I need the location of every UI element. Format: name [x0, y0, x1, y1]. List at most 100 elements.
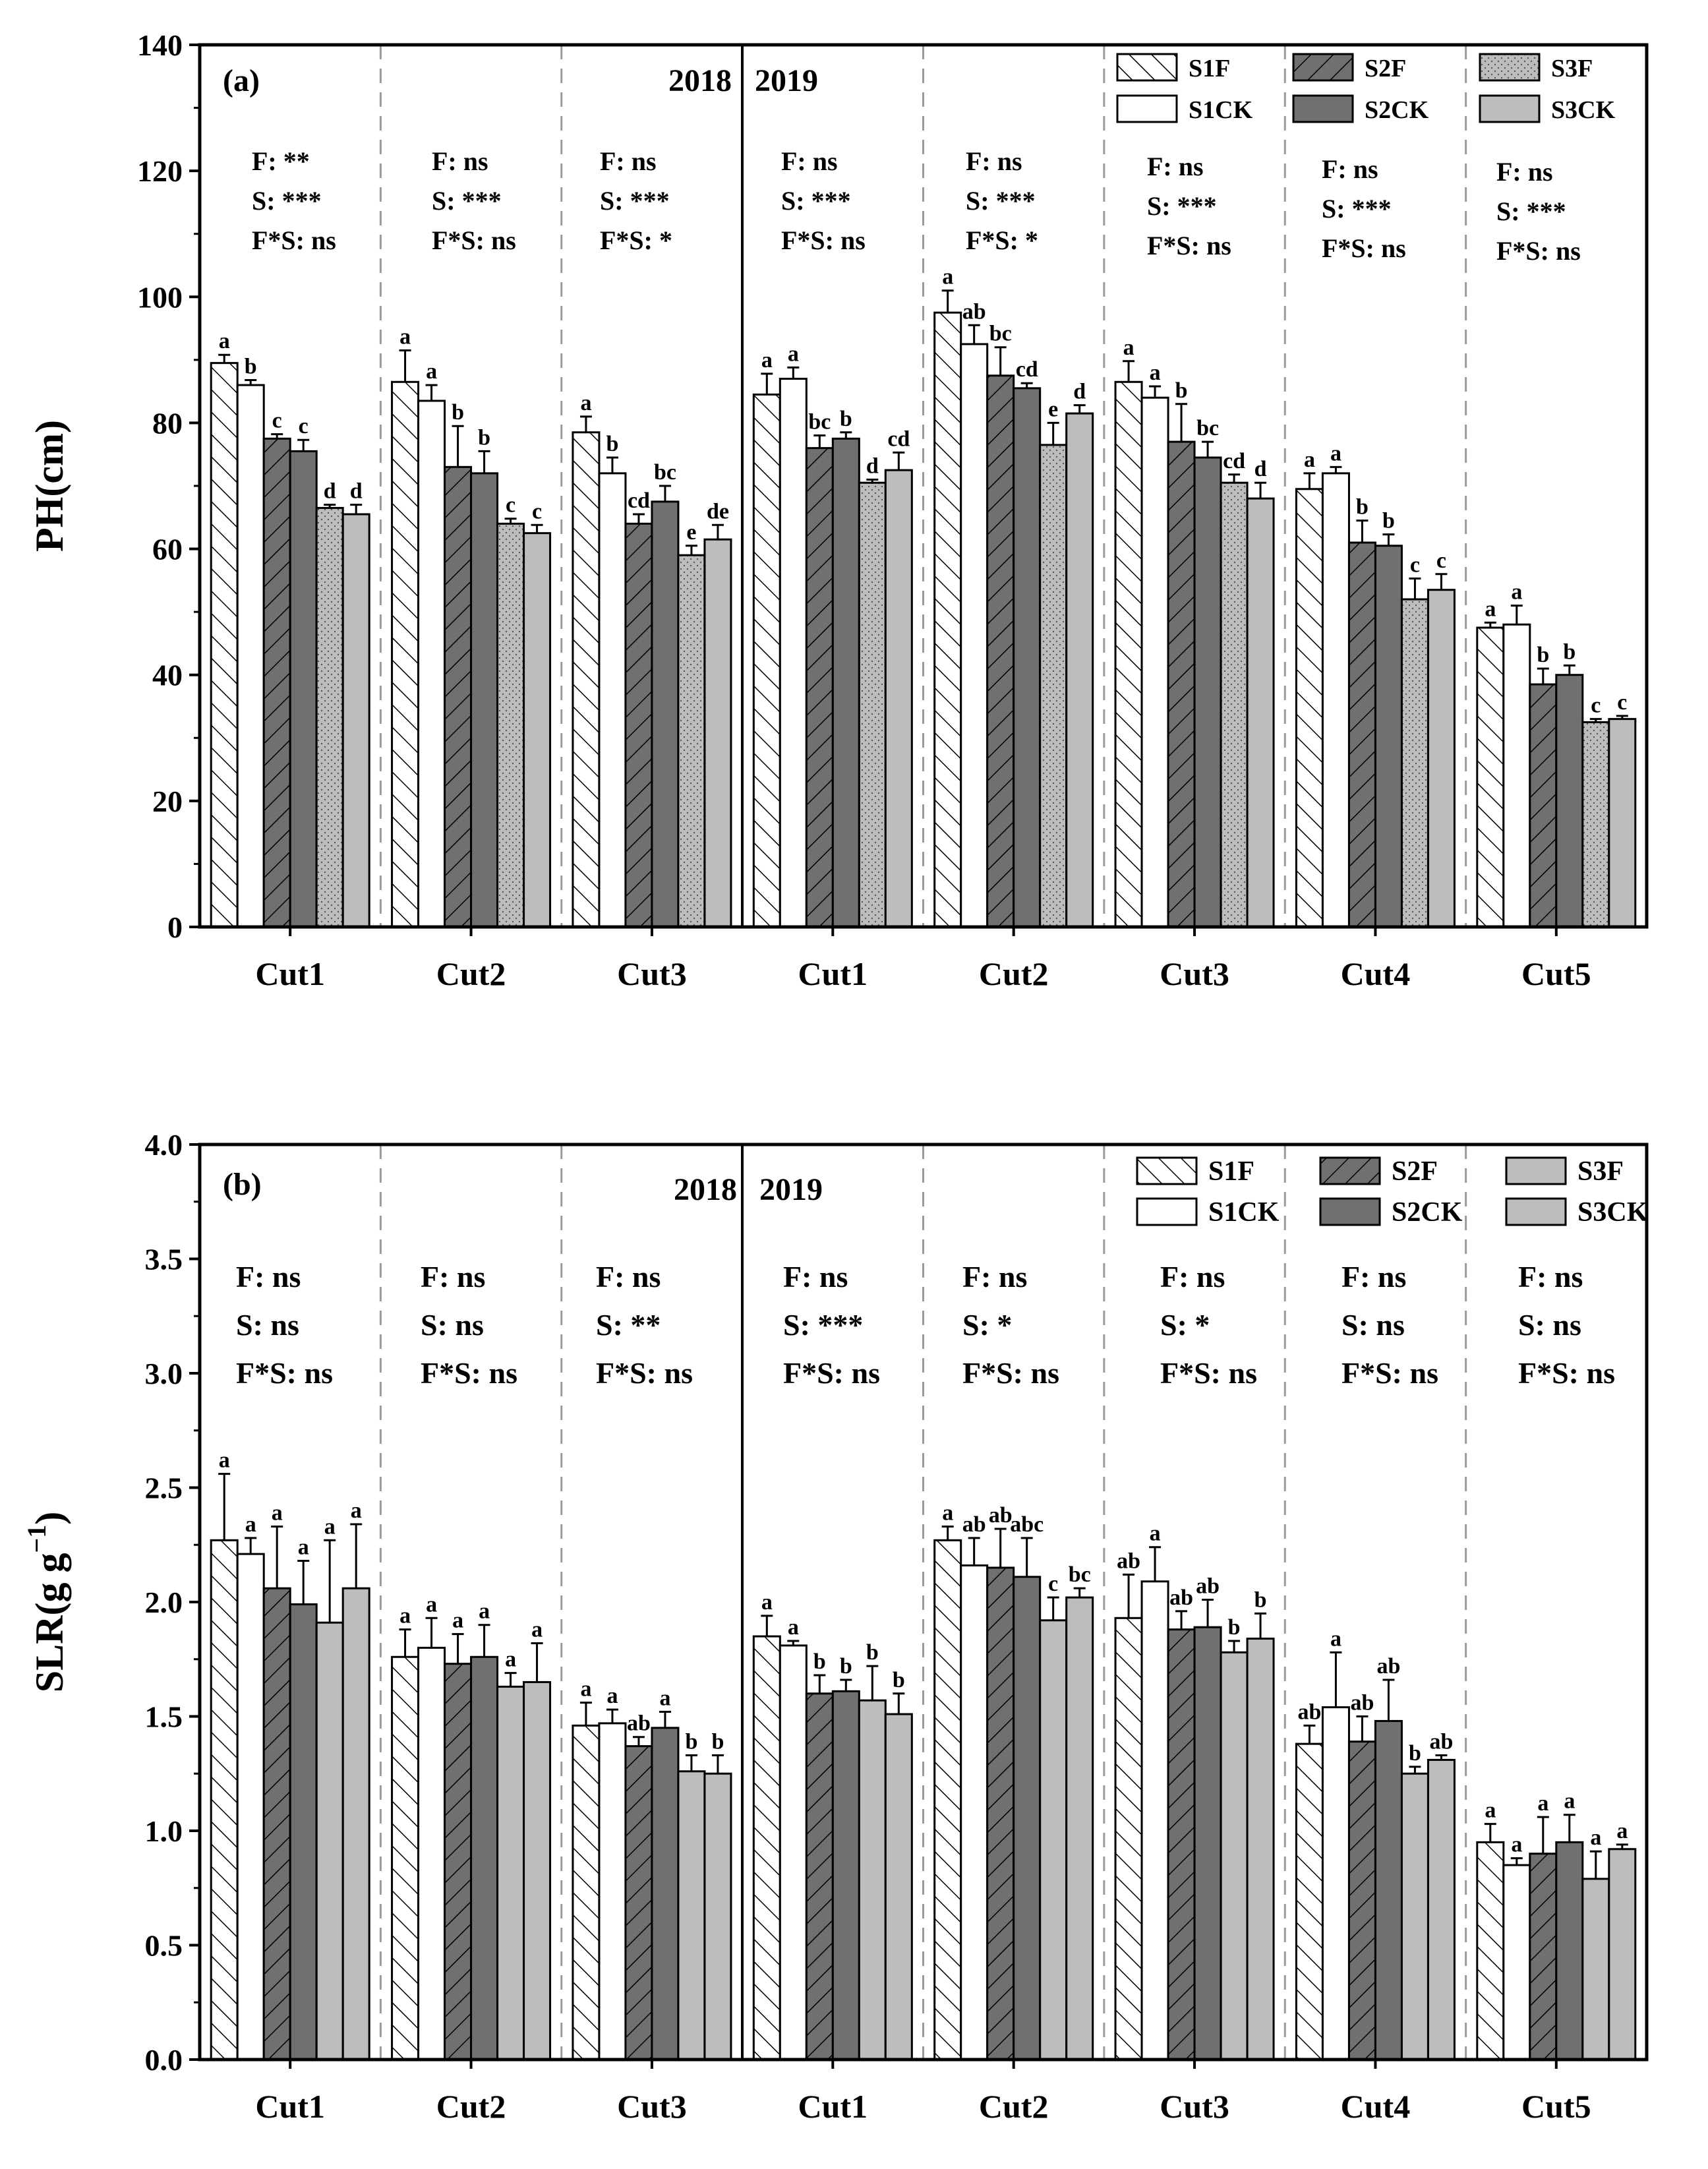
- significance-letter: ab: [1297, 1700, 1321, 1724]
- significance-letter: c: [272, 409, 282, 433]
- y-tick-label: 3.0: [145, 1357, 183, 1390]
- bar-s1f: [752, 1635, 781, 2061]
- significance-letter: c: [532, 499, 542, 523]
- significance-letter: cd: [1223, 449, 1245, 473]
- significance-letter: d: [324, 479, 336, 504]
- legend-swatch-s3f: [1479, 53, 1541, 82]
- bar-s1ck: [417, 400, 446, 928]
- bar-s2f: [1529, 683, 1558, 928]
- bar-s2ck: [1013, 1576, 1042, 2061]
- panel-b-label: (b): [223, 1167, 262, 1202]
- bar-s1f: [391, 380, 420, 928]
- bar-s3ck: [703, 538, 732, 928]
- significance-letter: b: [1563, 639, 1575, 664]
- significance-letter: a: [1485, 597, 1496, 621]
- x-tick-label: Cut1: [798, 2088, 868, 2125]
- anova-stat: F*S: ns: [421, 1356, 517, 1390]
- x-tick-label: Cut4: [1341, 2088, 1411, 2125]
- anova-stat: S: ***: [1147, 191, 1217, 221]
- significance-letter: ab: [1376, 1654, 1400, 1679]
- bar-s3f: [1220, 1651, 1249, 2061]
- significance-letter: cd: [1016, 357, 1038, 382]
- bar-s3f: [1039, 1619, 1068, 2061]
- significance-letter: ab: [1169, 1586, 1193, 1610]
- legend-swatch-s3f: [1505, 1156, 1567, 1185]
- panel-b-anova-stats: F: ns S: ns F*S: ns F: ns S: ns F*S: ns F: ns S…: [236, 1260, 1615, 1390]
- legend-label-s3f: S3F: [1577, 1156, 1624, 1187]
- bar-s1ck: [1140, 1580, 1169, 2061]
- significance-letter: ab: [962, 1512, 986, 1537]
- significance-letter: a: [788, 342, 799, 366]
- anova-stat: S: ***: [600, 186, 670, 216]
- bar-s2ck: [1374, 1719, 1403, 2061]
- significance-letter: a: [505, 1648, 516, 1672]
- significance-letter: a: [399, 1604, 411, 1628]
- anova-stat: F*S: ns: [1518, 1356, 1615, 1390]
- anova-stat: F: ns: [1341, 1260, 1406, 1293]
- bar-s1f: [572, 431, 601, 928]
- anova-stat: F: ns: [1518, 1260, 1583, 1293]
- bar-s1ck: [236, 1553, 265, 2061]
- panel-a-y-label: PH(cm): [28, 420, 71, 552]
- anova-stat: F: ns: [1160, 1260, 1225, 1293]
- anova-stat: F: ns: [1496, 157, 1553, 187]
- legend-swatch-s1ck: [1116, 94, 1178, 123]
- bar-s1ck: [1502, 1864, 1531, 2061]
- bar-s3ck: [1608, 1848, 1637, 2061]
- anova-stat: S: ***: [781, 186, 851, 216]
- bar-s3ck: [523, 1680, 552, 2061]
- anova-stat: F: ns: [432, 146, 488, 176]
- bar-s1ck: [779, 1644, 808, 2061]
- significance-letter: a: [761, 348, 773, 372]
- bar-s1ck: [1502, 623, 1531, 928]
- y-tick-label: 100: [137, 280, 183, 314]
- anova-stat: F*S: ns: [1147, 231, 1231, 260]
- significance-letter: a: [1616, 1819, 1628, 1843]
- x-tick-label: Cut4: [1341, 955, 1411, 992]
- bar-s3f: [496, 522, 525, 928]
- legend-swatch-s2f: [1292, 53, 1354, 82]
- panel-a-label: (a): [223, 63, 260, 98]
- significance-letter: ab: [1196, 1574, 1220, 1599]
- bar-s2ck: [831, 1690, 860, 2061]
- panel-b-legend: S1F S1CK S2F S2CK S3F S3CK: [1136, 1156, 1649, 1228]
- bar-s2f: [1529, 1853, 1558, 2061]
- bar-s3ck: [884, 1713, 913, 2061]
- bar-s2f: [805, 1692, 834, 2061]
- panel-b-y-label: SLR(g g−1): [22, 1512, 71, 1692]
- significance-letter: b: [606, 432, 618, 456]
- significance-letter: a: [1511, 1833, 1522, 1857]
- legend-label-s2ck: S2CK: [1392, 1197, 1463, 1228]
- significance-letter: c: [1436, 549, 1446, 573]
- legend-swatch-s3ck: [1505, 1197, 1567, 1226]
- panel-a-gridlines: [379, 45, 1467, 927]
- legend-label-s3ck: S3CK: [1577, 1197, 1649, 1228]
- y-tick-label: 140: [137, 28, 183, 62]
- bar-s1ck: [236, 384, 265, 928]
- panel-a-anova-stats: F: ** S: *** F*S: ns F: ns S: *** F*S: ns F: n…: [252, 146, 1581, 266]
- panel-b-bars: [210, 1539, 1637, 2061]
- bar-s2f: [805, 447, 834, 928]
- panel-b-y-label-close: ): [28, 1512, 71, 1525]
- significance-letter: ab: [1117, 1549, 1140, 1573]
- x-tick-label: Cut3: [1160, 2088, 1229, 2125]
- bar-s1f: [1476, 626, 1505, 928]
- x-tick-label: Cut1: [798, 955, 868, 992]
- significance-letter: c: [1617, 690, 1627, 715]
- bar-s2ck: [1374, 545, 1403, 928]
- panel-a-legend: S1F S1CK S2F S2CK S3F S3CK: [1116, 53, 1616, 124]
- bar-s3ck: [1246, 1638, 1275, 2061]
- significance-letter: b: [452, 400, 464, 425]
- significance-letter: ab: [989, 1503, 1013, 1528]
- y-tick-label: 60: [152, 533, 183, 566]
- y-tick-label: 120: [137, 154, 183, 188]
- anova-stat: S: ***: [1496, 196, 1566, 226]
- legend-swatch-s1f: [1136, 1156, 1198, 1185]
- panel-a-y-axis: 0 20 40 60 80 100 120 140: [137, 28, 200, 944]
- bar-s3f: [1400, 1772, 1429, 2061]
- bar-s2f: [1167, 1628, 1196, 2061]
- significance-letter: b: [478, 425, 490, 450]
- anova-stat: F: ns: [783, 1260, 848, 1293]
